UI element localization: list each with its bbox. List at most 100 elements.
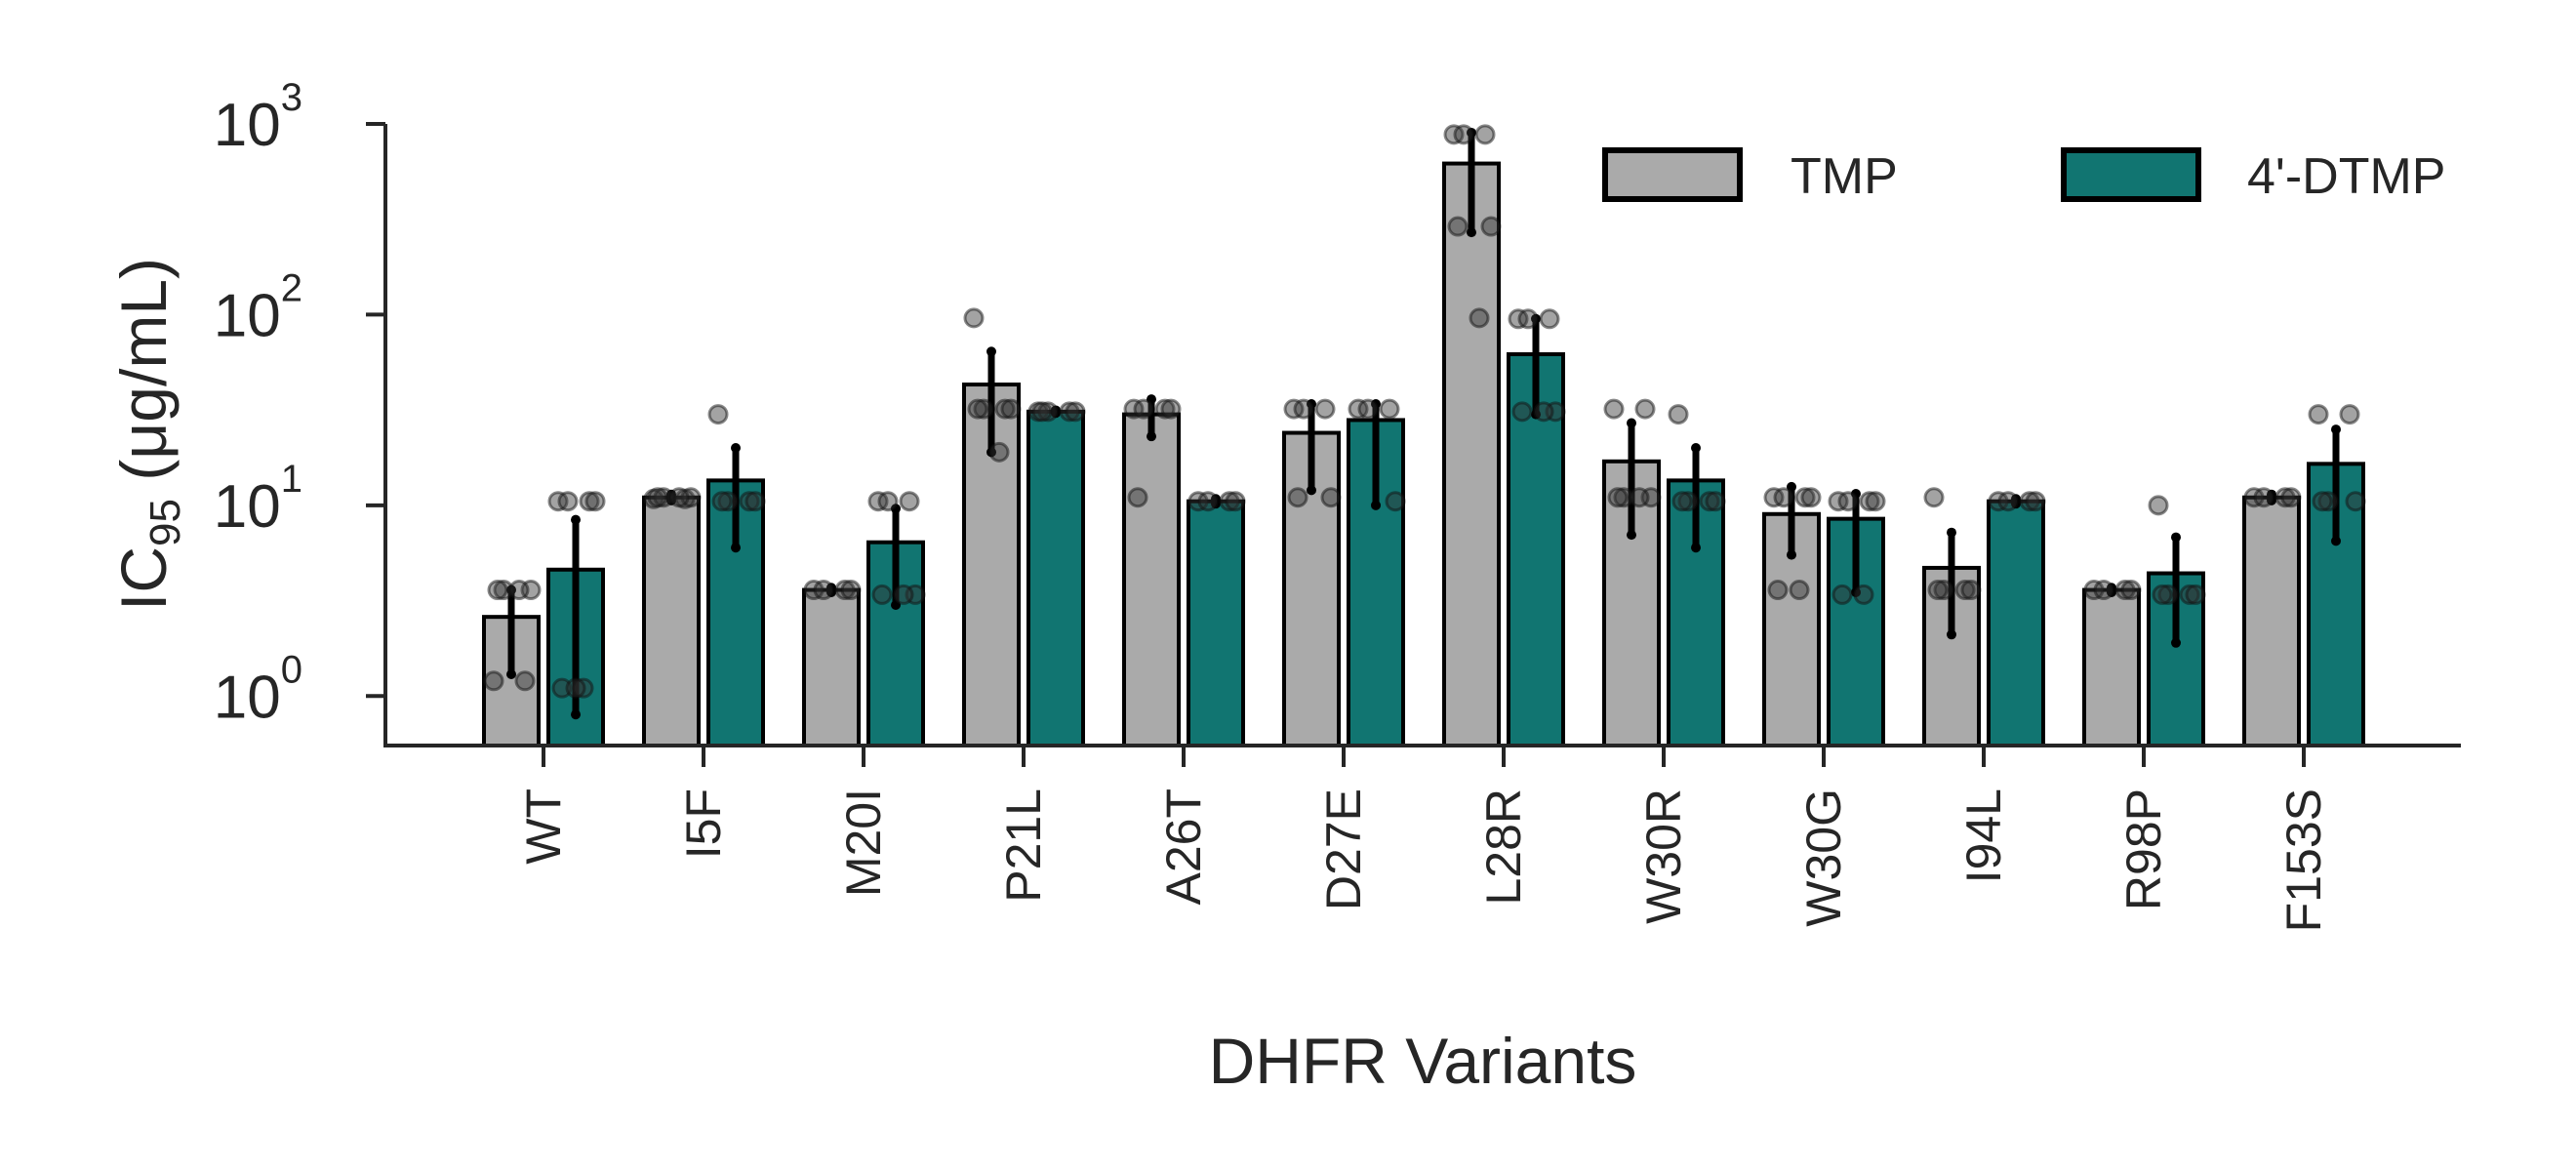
replicate-point — [1357, 398, 1379, 420]
replicate-point — [1474, 124, 1496, 145]
x-tick-label-f153s: F153S — [2276, 788, 2331, 932]
y-tick-exponent: 0 — [281, 648, 302, 691]
replicate-point — [1923, 487, 1945, 508]
replicate-point — [1320, 487, 1342, 508]
replicate-point — [1293, 398, 1314, 420]
replicate-point — [1629, 487, 1650, 508]
y-tick-label: 100 — [214, 648, 302, 731]
replicate-point — [963, 307, 985, 329]
replicate-point — [1800, 487, 1822, 508]
replicate-point — [1607, 487, 1629, 508]
x-axis-label: DHFR Variants — [1209, 1025, 1637, 1097]
y-tick-base: 10 — [214, 92, 281, 159]
error-cap — [571, 514, 581, 525]
error-cap — [731, 543, 741, 553]
replicate-point — [711, 491, 733, 512]
x-tick-label-i5f: I5F — [676, 788, 731, 859]
replicate-point — [2120, 580, 2142, 601]
replicate-point — [2185, 584, 2206, 605]
error-cap — [1787, 549, 1796, 560]
error-cap — [1147, 431, 1156, 442]
replicate-point — [508, 580, 530, 601]
y-axis-label-unit: (μg/mL) — [107, 258, 180, 499]
replicate-point — [2093, 580, 2114, 601]
replicate-point — [2280, 487, 2302, 508]
replicate-point — [973, 398, 994, 420]
axes-layer — [383, 124, 2461, 747]
replicate-point — [1634, 398, 1656, 420]
replicate-point — [1127, 487, 1148, 508]
replicate-point — [813, 580, 834, 601]
replicate-point — [1533, 401, 1554, 423]
replicate-point — [1539, 308, 1560, 330]
replicate-point — [2025, 491, 2046, 512]
replicate-point — [1059, 401, 1080, 423]
replicate-point — [1831, 584, 1853, 605]
replicate-point — [840, 580, 862, 601]
replicate-point — [1031, 401, 1053, 423]
replicate-point — [1603, 398, 1625, 420]
error-cap — [731, 443, 741, 454]
replicate-point — [994, 398, 1016, 420]
replicate-point — [1954, 580, 1976, 601]
bar-tmp-l28r — [1442, 161, 1501, 747]
bar-tmp-m20i — [802, 587, 861, 748]
error-cap — [1947, 629, 1956, 640]
x-tick-label-wt: WT — [516, 788, 571, 865]
replicate-point — [1133, 398, 1154, 420]
replicate-point — [2274, 487, 2296, 508]
y-tick-exponent: 2 — [281, 266, 302, 309]
legend-swatch-dtmp — [2061, 147, 2201, 202]
bar-dtmp-i94l — [1987, 499, 2045, 747]
replicate-point — [988, 441, 1010, 463]
replicate-point — [1314, 398, 1336, 420]
replicate-point — [2148, 495, 2169, 516]
x-tick-label-d27e: D27E — [1316, 788, 1371, 910]
bar-dtmp-m20i — [866, 540, 925, 748]
replicate-point — [653, 487, 674, 508]
replicate-point — [967, 398, 988, 420]
bar-tmp-i5f — [642, 495, 701, 747]
replicate-point — [1853, 584, 1874, 605]
x-ticks: WT I5F M20I P21L A26T D27E L28R W30R W30G I94L R98… — [516, 746, 2331, 932]
replicate-point — [2157, 584, 2179, 605]
replicate-point — [584, 491, 606, 512]
bars-layer — [482, 161, 2365, 748]
error-cap — [1691, 443, 1701, 454]
replicate-point — [1997, 491, 2019, 512]
replicate-point — [834, 580, 856, 601]
x-tick-label-w30r: W30R — [1636, 788, 1691, 924]
replicate-point — [877, 491, 899, 512]
replicate-point — [1065, 401, 1086, 423]
bar-tmp-a26t — [1122, 412, 1181, 747]
replicate-point — [899, 491, 920, 512]
replicate-point — [2317, 491, 2339, 512]
replicate-point — [1960, 580, 1982, 601]
y-tick-label: 103 — [214, 76, 302, 159]
y-axis-label: IC95 (μg/mL) — [107, 258, 189, 611]
replicate-point — [1287, 487, 1308, 508]
replicate-point — [1927, 580, 1949, 601]
replicate-point — [668, 487, 690, 508]
replicate-point — [551, 677, 573, 699]
replicate-point — [1677, 491, 1699, 512]
y-tick-exponent: 3 — [281, 76, 302, 119]
bar-dtmp-a26t — [1187, 499, 1245, 747]
replicate-point — [2019, 491, 2040, 512]
y-tick-base: 10 — [214, 473, 281, 541]
legend-label-dtmp: 4'-DTMP — [2247, 148, 2445, 205]
replicate-point — [647, 487, 668, 508]
replicate-point — [2179, 584, 2200, 605]
replicate-point — [514, 670, 536, 692]
replicate-point — [1859, 491, 1880, 512]
error-cap — [1627, 418, 1636, 428]
replicate-point — [1668, 404, 1689, 425]
y-tick-label: 102 — [214, 266, 302, 349]
y-axis-label-subscript: 95 — [141, 499, 189, 546]
axis-labels: DHFR Variants IC95 (μg/mL) — [107, 258, 1636, 1097]
replicate-point — [1699, 491, 1720, 512]
replicate-point — [2308, 404, 2329, 425]
error-cap — [1691, 543, 1701, 553]
